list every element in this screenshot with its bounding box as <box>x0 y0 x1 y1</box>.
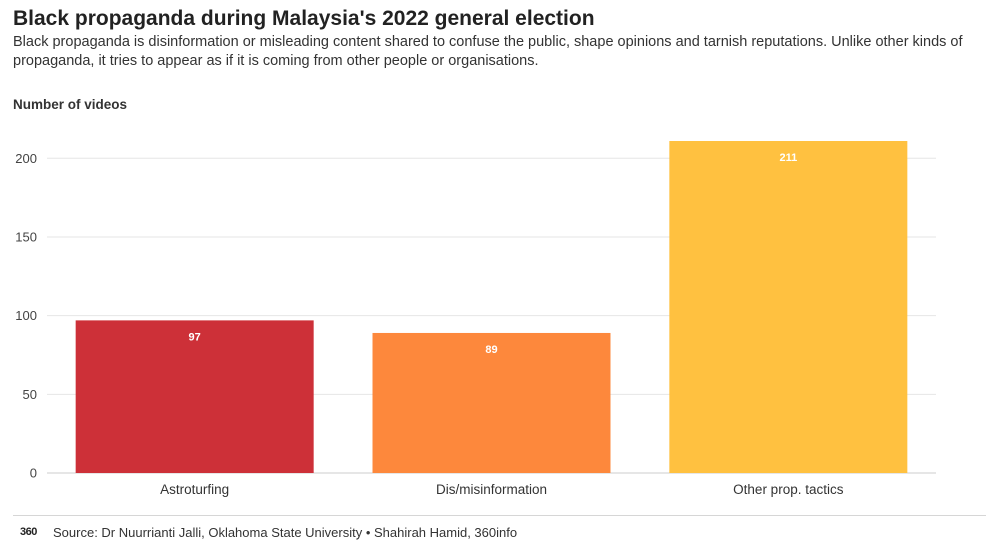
360info-logo: 360 <box>20 526 37 538</box>
chart-subtitle: Black propaganda is disinformation or mi… <box>13 34 963 69</box>
y-tick-label: 0 <box>30 466 37 481</box>
data-label: 89 <box>485 344 497 356</box>
x-tick-label: Astroturfing <box>160 482 229 497</box>
y-tick-label: 100 <box>15 308 37 323</box>
chart-title: Black propaganda during Malaysia's 2022 … <box>13 7 595 30</box>
logo-text: 360 <box>20 526 37 538</box>
x-tick-label: Dis/misinformation <box>436 482 547 497</box>
y-tick-label: 150 <box>15 229 37 244</box>
x-tick-label: Other prop. tactics <box>733 482 844 497</box>
bar <box>372 332 611 473</box>
bar <box>669 141 908 473</box>
source-note: Source: Dr Nuurrianti Jalli, Oklahoma St… <box>53 525 518 540</box>
data-label: 97 <box>189 331 201 343</box>
footer-divider <box>13 515 986 516</box>
data-label: 211 <box>779 152 797 164</box>
y-axis-label: Number of videos <box>13 97 128 112</box>
y-tick-label: 50 <box>23 387 37 402</box>
bar <box>75 320 314 473</box>
y-tick-label: 200 <box>15 151 37 166</box>
